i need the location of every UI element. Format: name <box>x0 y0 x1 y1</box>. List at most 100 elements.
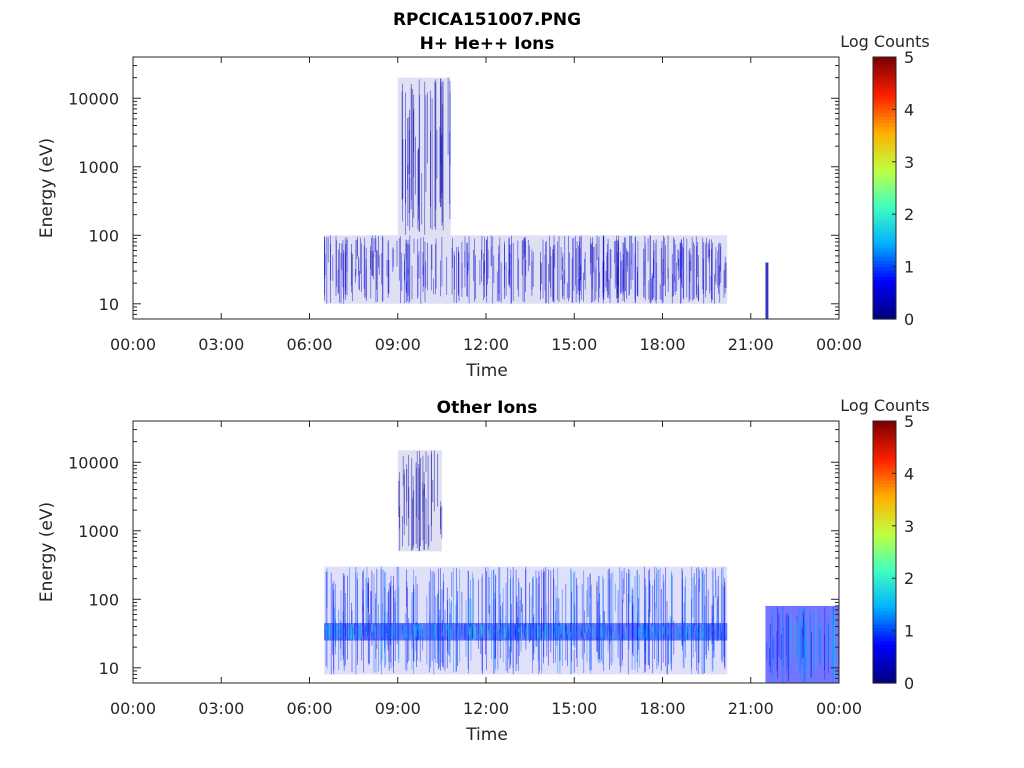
data-cell <box>408 244 410 304</box>
data-cell <box>351 610 353 673</box>
data-cell <box>562 624 563 639</box>
data-cell <box>510 623 512 637</box>
data-cell <box>464 236 466 268</box>
colorbar-swatch <box>873 519 896 524</box>
data-cell <box>765 262 769 319</box>
data-cell <box>342 240 344 288</box>
data-cell <box>598 236 600 298</box>
colorbar-swatch <box>873 132 896 137</box>
data-cell <box>529 245 530 266</box>
data-cell <box>614 623 616 632</box>
data-cell <box>434 81 436 227</box>
data-cell <box>690 254 692 271</box>
data-cell <box>507 625 509 640</box>
data-cell <box>654 602 656 636</box>
data-cell <box>576 279 578 294</box>
data-cell <box>637 623 638 639</box>
data-cell <box>402 632 403 637</box>
data-cell <box>661 271 663 304</box>
data-cell <box>827 623 829 673</box>
data-cell <box>346 237 348 273</box>
data-cell <box>809 613 811 678</box>
data-cell <box>607 569 609 621</box>
data-cell <box>401 91 403 200</box>
data-cell <box>334 607 335 633</box>
data-cell <box>644 566 645 673</box>
data-cell <box>419 629 421 662</box>
data-cell <box>620 636 622 673</box>
data-cell <box>448 629 449 641</box>
data-cell <box>575 235 576 286</box>
data-cell <box>646 627 648 641</box>
data-cell <box>542 631 544 641</box>
colorbar-swatch <box>873 440 896 445</box>
data-cell <box>655 262 657 300</box>
data-cell <box>330 235 331 280</box>
data-cell <box>337 624 339 631</box>
data-cell <box>632 587 634 620</box>
data-cell <box>549 235 550 282</box>
colorbar-tick-label: 2 <box>904 205 914 224</box>
data-cell <box>692 627 694 658</box>
data-cell <box>490 624 491 638</box>
data-cell <box>434 573 435 659</box>
data-cell <box>596 624 598 638</box>
data-cell <box>335 625 337 641</box>
data-cell <box>608 631 610 640</box>
colorbar-swatch <box>873 512 896 517</box>
data-cell <box>510 244 512 304</box>
data-cell <box>537 622 539 661</box>
data-cell <box>413 94 415 218</box>
data-cell <box>556 598 558 646</box>
data-cell <box>394 598 395 623</box>
data-cell <box>361 243 362 292</box>
data-cell <box>527 239 529 272</box>
data-cell <box>649 235 651 304</box>
data-cell <box>505 262 507 296</box>
figure-title: RPCICA151007.PNG <box>393 10 581 30</box>
panel-title: H+ He++ Ions <box>420 34 555 54</box>
data-cell <box>358 625 360 638</box>
data-cell <box>456 247 457 304</box>
data-cell <box>702 572 703 623</box>
data-cell <box>630 236 632 281</box>
data-cell <box>353 623 354 641</box>
data-cell <box>372 250 374 277</box>
data-cell <box>601 638 602 661</box>
data-cell <box>340 253 342 304</box>
data-cell <box>446 256 448 295</box>
data-cell <box>622 635 624 641</box>
data-cell <box>431 98 433 230</box>
data-cell <box>683 237 685 300</box>
data-cell <box>568 235 569 302</box>
colorbar-swatch <box>873 197 896 202</box>
data-cell <box>515 569 517 671</box>
data-cell <box>708 244 710 263</box>
colorbar-swatch <box>873 545 896 550</box>
data-cell <box>381 253 383 285</box>
data-cell <box>424 483 425 550</box>
panel-h-he-ions: H+ He++ Ions 00:00 03:00 06:00 09:00 12:00 15… <box>37 32 930 381</box>
colorbar-tick-label: 3 <box>904 153 914 172</box>
data-cell <box>370 251 372 299</box>
data-cell <box>777 611 779 649</box>
data-cell <box>504 626 505 638</box>
data-cell <box>811 632 812 678</box>
colorbar-swatch <box>873 181 896 186</box>
data-cell <box>803 606 805 683</box>
data-cell <box>610 573 612 666</box>
data-cell <box>492 236 494 304</box>
data-cell <box>392 623 394 641</box>
data-cell <box>592 246 594 273</box>
data-cell <box>418 149 419 206</box>
data-cell <box>576 634 578 638</box>
data-cell <box>417 255 419 297</box>
data-cell <box>343 627 345 640</box>
data-cell <box>714 274 715 304</box>
colorbar-swatch <box>873 246 896 251</box>
data-cell <box>650 278 652 303</box>
colorbar-swatch <box>873 457 896 461</box>
data-cell <box>516 623 518 639</box>
data-cell <box>378 626 380 638</box>
data-cell <box>619 567 621 667</box>
